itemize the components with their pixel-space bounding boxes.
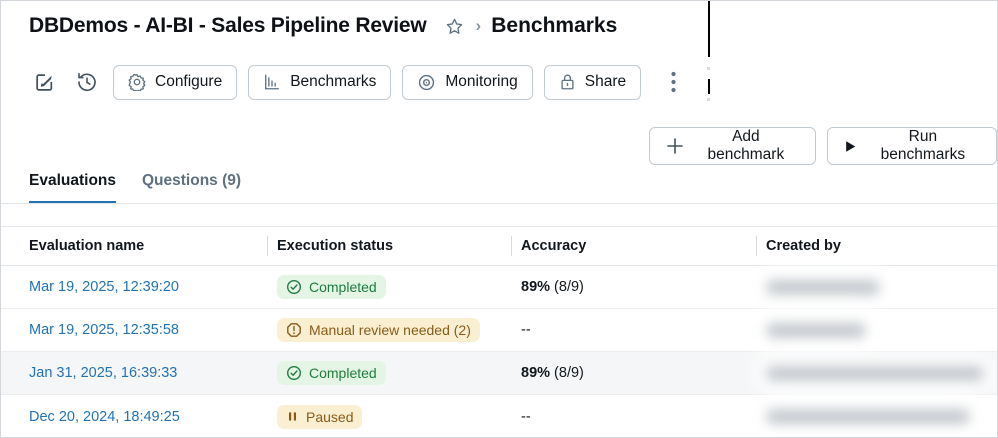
check-circle-icon [286, 365, 302, 381]
configure-label: Configure [155, 73, 223, 90]
status-badge: Completed [277, 275, 386, 299]
redacted-created-by [766, 409, 970, 424]
accuracy-value: -- [521, 322, 531, 338]
evaluation-name-link[interactable]: Dec 20, 2024, 18:49:25 [29, 408, 180, 425]
redacted-created-by [766, 322, 866, 338]
evaluation-name-link[interactable]: Jan 31, 2025, 16:39:33 [29, 365, 178, 381]
table-header-row: Evaluation name Execution status Accurac… [1, 226, 997, 266]
page-header: DBDemos - AI-BI - Sales Pipeline Review … [29, 14, 617, 38]
history-icon[interactable] [72, 67, 102, 97]
run-benchmarks-button[interactable]: Run benchmarks [826, 127, 997, 165]
cursor-artifact [707, 67, 710, 70]
table-row: Dec 20, 2024, 18:49:25 Paused -- [1, 395, 997, 437]
monitoring-button[interactable]: Monitoring [402, 64, 533, 100]
benchmarks-label: Benchmarks [290, 73, 377, 90]
monitoring-label: Monitoring [445, 73, 518, 90]
cursor-artifact [707, 98, 710, 101]
check-circle-icon [286, 279, 302, 295]
status-badge: Completed [277, 361, 386, 385]
gear-icon [128, 73, 146, 91]
benchmark-actions: Add benchmark Run benchmarks [649, 127, 997, 165]
tab-questions[interactable]: Questions (9) [142, 172, 242, 189]
status-label: Paused [306, 408, 354, 425]
lock-icon [559, 73, 576, 91]
evaluation-name-link[interactable]: Mar 19, 2025, 12:35:58 [29, 322, 179, 338]
plus-icon [666, 137, 684, 155]
bar-chart-icon [263, 73, 281, 91]
table-body: Mar 19, 2025, 12:39:20 Completed 89% (8/9)… [1, 266, 997, 437]
column-header-created-by[interactable]: Created by [766, 238, 997, 254]
pause-icon [286, 410, 299, 423]
column-header-execution-status[interactable]: Execution status [277, 238, 521, 254]
add-benchmark-label: Add benchmark [707, 128, 785, 163]
share-label: Share [584, 73, 627, 90]
kebab-menu-icon[interactable] [658, 67, 688, 97]
redacted-created-by [766, 365, 984, 381]
status-label: Manual review needed (2) [309, 322, 471, 338]
redacted-created-by [766, 279, 880, 295]
tabs: Evaluations Questions (9) [29, 172, 241, 204]
evaluations-table: Evaluation name Execution status Accurac… [1, 226, 997, 437]
run-benchmarks-label: Run benchmarks [880, 128, 966, 163]
accuracy-value: -- [521, 408, 531, 425]
column-header-evaluation-name[interactable]: Evaluation name [29, 238, 145, 254]
evaluation-name-link[interactable]: Mar 19, 2025, 12:39:20 [29, 279, 179, 295]
table-row: Mar 19, 2025, 12:39:20 Completed 89% (8/9) [1, 266, 997, 309]
configure-button[interactable]: Configure [113, 64, 238, 100]
column-header-accuracy[interactable]: Accuracy [521, 238, 766, 254]
page-title: DBDemos - AI-BI - Sales Pipeline Review [29, 14, 427, 37]
share-button[interactable]: Share [543, 64, 642, 100]
tabs-divider [1, 203, 997, 204]
edit-icon[interactable] [29, 67, 59, 97]
benchmarks-button[interactable]: Benchmarks [248, 64, 392, 100]
toolbar: Configure Benchmarks Monitoring [29, 64, 688, 100]
breadcrumb-current: Benchmarks [491, 14, 618, 37]
eye-icon [417, 73, 436, 92]
accuracy-value: 89% (8/9) [521, 279, 584, 295]
breadcrumb-separator-icon: › [475, 16, 482, 35]
status-badge: Paused [277, 404, 363, 429]
table-row: Mar 19, 2025, 12:35:58 Manual review need… [1, 309, 997, 352]
accuracy-value: 89% (8/9) [521, 365, 584, 381]
cursor-artifact [708, 1, 710, 57]
status-label: Completed [309, 279, 377, 295]
alert-octagon-icon [286, 322, 302, 338]
add-benchmark-button[interactable]: Add benchmark [649, 127, 816, 165]
play-icon [844, 140, 857, 153]
status-label: Completed [309, 365, 377, 381]
tab-evaluations[interactable]: Evaluations [29, 172, 116, 204]
favorite-star-icon[interactable] [445, 17, 464, 36]
cursor-artifact [708, 79, 710, 94]
status-badge: Manual review needed (2) [277, 318, 480, 342]
table-row: Jan 31, 2025, 16:39:33 Completed 89% (8/9) [1, 352, 997, 395]
